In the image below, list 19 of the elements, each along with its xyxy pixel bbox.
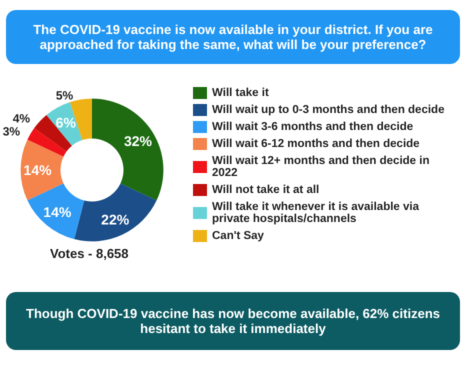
legend-label: Can't Say (212, 230, 265, 242)
text: Votes - 8,658 (50, 246, 129, 261)
data-label: 32% (124, 132, 153, 149)
legend-label: Will not take it at all (212, 184, 320, 196)
data-label: 14% (24, 162, 52, 178)
legend-label: Will wait 3-6 months and then decide (212, 121, 414, 133)
legend-label: Will wait 6-12 months and then decide (212, 138, 420, 150)
legend-label: Will take it whenever it is available via private hospitals/channels (212, 201, 422, 225)
data-label: 3% (2, 124, 20, 139)
chart-title: The COVID-19 vaccine is now available in your district. If you are approached for taking the same, what will be your preference? (6, 10, 460, 64)
legend-label: Will take it (212, 87, 269, 99)
data-label: 14% (43, 204, 72, 220)
legend-label: Will wait 12+ months and then decide in 2022 (212, 155, 433, 179)
data-label: 4% (12, 111, 30, 126)
data-label: 6% (56, 114, 76, 130)
data-label: 5% (56, 88, 74, 103)
data-label: 22% (101, 211, 130, 228)
legend-label: Will wait up to 0-3 months and then decide (212, 104, 444, 116)
text: Though COVID-19 vaccine has now become available, 62% citizens hesitant to take it immediately (6, 292, 460, 350)
